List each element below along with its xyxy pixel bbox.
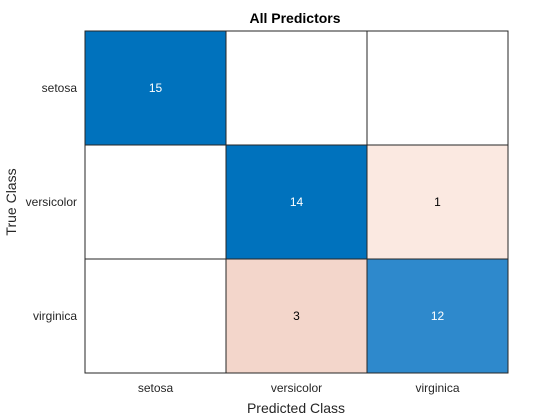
matrix-cell-value-setosa-setosa: 15 — [149, 81, 163, 95]
chart-title: All Predictors — [249, 10, 340, 26]
matrix-cell-virginica-setosa — [84, 258, 227, 374]
matrix-cell-versicolor-virginica — [366, 144, 509, 260]
y-tick-label-setosa: setosa — [42, 81, 78, 95]
matrix-cell-versicolor-setosa — [84, 144, 227, 260]
matrix-cell-setosa-virginica — [366, 30, 509, 146]
y-tick-label-virginica: virginica — [33, 309, 77, 323]
y-tick-labels: setosa versicolor virginica — [26, 81, 78, 323]
matrix-cell-value-virginica-versicolor: 3 — [293, 309, 300, 323]
x-tick-label-virginica: virginica — [415, 381, 459, 395]
x-tick-label-versicolor: versicolor — [271, 381, 322, 395]
x-tick-label-setosa: setosa — [138, 381, 174, 395]
matrix-cell-value-versicolor-versicolor: 14 — [290, 195, 304, 209]
matrix-cell-setosa-setosa — [84, 30, 227, 146]
matrix-cell-setosa-versicolor — [225, 30, 368, 146]
y-axis-label: True Class — [3, 168, 19, 235]
matrix-cell-virginica-versicolor — [225, 258, 368, 374]
x-axis-label: Predicted Class — [247, 400, 345, 416]
y-tick-label-versicolor: versicolor — [26, 195, 77, 209]
matrix-cell-versicolor-versicolor — [225, 144, 368, 260]
matrix-cell-value-versicolor-virginica: 1 — [434, 195, 441, 209]
x-tick-labels: setosa versicolor virginica — [138, 381, 460, 395]
matrix-cell-value-virginica-virginica: 12 — [431, 309, 445, 323]
matrix-cell-virginica-virginica — [366, 258, 509, 374]
